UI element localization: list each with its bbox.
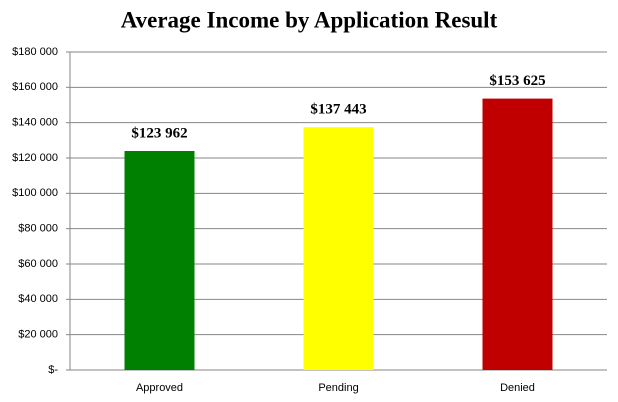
y-tick-label: $80 000 bbox=[18, 223, 58, 235]
y-tick-label: $- bbox=[48, 364, 58, 376]
value-label: $153 625 bbox=[489, 73, 545, 89]
y-tick-label: $180 000 bbox=[12, 46, 58, 58]
value-label: $137 443 bbox=[310, 102, 366, 118]
x-tick-label: Pending bbox=[318, 382, 358, 394]
y-tick-label: $160 000 bbox=[12, 81, 58, 93]
x-tick-label: Approved bbox=[136, 382, 183, 394]
y-tick-label: $60 000 bbox=[18, 258, 58, 270]
x-tick-label: Denied bbox=[500, 382, 535, 394]
chart-title: Average Income by Application Result bbox=[121, 7, 498, 32]
bar bbox=[124, 151, 195, 370]
y-tick-label: $140 000 bbox=[12, 117, 58, 129]
bar bbox=[303, 127, 374, 370]
y-tick-label: $100 000 bbox=[12, 187, 58, 199]
y-tick-label: $40 000 bbox=[18, 293, 58, 305]
value-label: $123 962 bbox=[131, 125, 187, 141]
y-tick-label: $20 000 bbox=[18, 329, 58, 341]
y-tick-label: $120 000 bbox=[12, 152, 58, 164]
bar bbox=[482, 98, 553, 371]
